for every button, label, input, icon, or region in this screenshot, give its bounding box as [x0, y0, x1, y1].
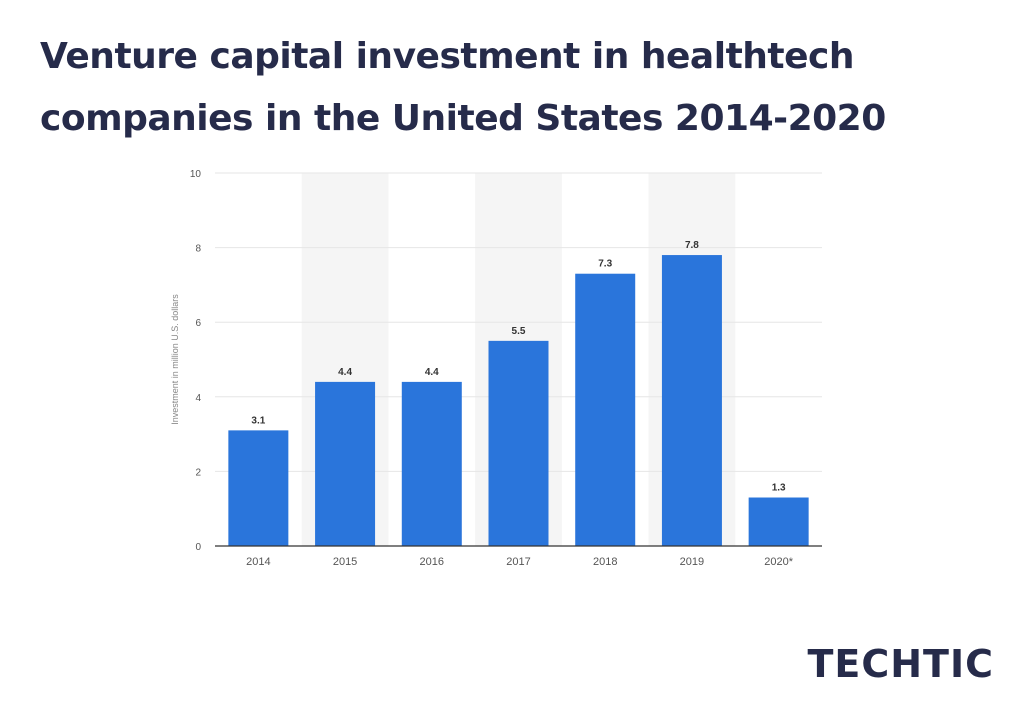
x-tick-label: 2017	[506, 556, 530, 568]
page-title: Venture capital investment in healthtech…	[40, 26, 1000, 150]
x-tick-label: 2020*	[764, 556, 793, 568]
bar	[488, 340, 549, 546]
y-tick-label: 8	[195, 244, 201, 255]
x-tick-label: 2015	[333, 556, 357, 568]
brand-logo: TECHTIC	[807, 642, 994, 686]
data-label: 7.3	[598, 259, 612, 270]
data-label: 1.3	[772, 483, 786, 494]
bar	[401, 381, 462, 546]
bar	[575, 273, 636, 546]
page-title-line-1: Venture capital investment in healthtech	[40, 36, 855, 77]
y-tick-label: 2	[195, 467, 201, 478]
bar	[661, 255, 722, 546]
data-label: 3.1	[251, 415, 265, 426]
data-label: 7.8	[685, 240, 699, 251]
data-label: 4.4	[425, 367, 439, 378]
x-tick-label: 2016	[420, 556, 444, 568]
x-tick-label: 2014	[246, 556, 270, 568]
data-label: 4.4	[338, 367, 352, 378]
x-tick-label: 2018	[593, 556, 617, 568]
y-axis-title: Investment in million U.S. dollars	[170, 294, 180, 425]
y-tick-label: 10	[190, 169, 202, 180]
bar	[315, 381, 376, 546]
y-tick-label: 0	[195, 542, 201, 553]
bar	[228, 430, 289, 546]
bar	[748, 497, 809, 546]
page-title-line-2: companies in the United States 2014-2020	[40, 98, 886, 139]
y-tick-label: 6	[195, 318, 201, 329]
y-tick-label: 4	[195, 393, 201, 404]
data-label: 5.5	[512, 326, 526, 337]
x-tick-label: 2019	[680, 556, 704, 568]
